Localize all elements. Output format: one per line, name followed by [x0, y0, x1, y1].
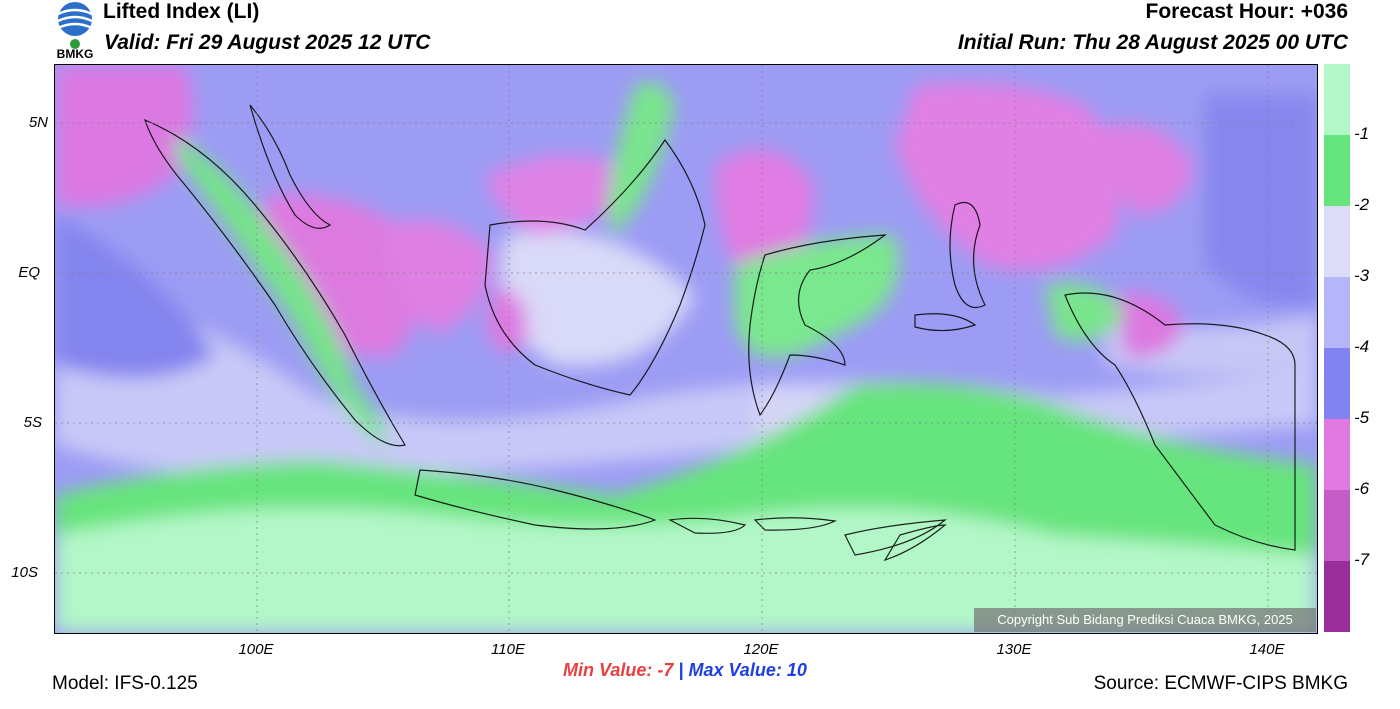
colorbar-label: -2: [1354, 195, 1370, 214]
lon-label-110e: 110E: [491, 641, 525, 658]
colorbar: [1324, 64, 1350, 632]
colorbar-label: -5: [1354, 408, 1370, 427]
lat-label-eq: EQ: [18, 264, 40, 281]
colorbar-segment: [1324, 419, 1350, 491]
model-name: Model: IFS-0.125: [52, 673, 198, 694]
colorbar-label: -1: [1354, 124, 1370, 143]
data-source: Source: ECMWF-CIPS BMKG: [1093, 673, 1348, 694]
max-value: 10: [786, 660, 807, 680]
min-value: -7: [657, 660, 674, 680]
lon-label-100e: 100E: [238, 641, 274, 658]
lat-label-5n: 5N: [28, 114, 48, 131]
min-value-label: Min Value:: [563, 660, 653, 680]
lon-label-120e: 120E: [743, 641, 779, 658]
colorbar-segment: [1324, 135, 1350, 207]
colorbar-segment: [1324, 206, 1350, 278]
colorbar-label: -6: [1354, 479, 1370, 498]
colorbar-label: -4: [1354, 337, 1370, 356]
logo-text: BMKG: [57, 47, 94, 60]
colorbar-segment: [1324, 348, 1350, 420]
lon-label-130e: 130E: [996, 641, 1032, 658]
lat-label-5s: 5S: [23, 414, 42, 431]
forecast-hour: Forecast Hour: +036: [1145, 0, 1349, 23]
colorbar-label: -7: [1354, 550, 1370, 569]
colorbar-segment: [1324, 561, 1350, 632]
min-max-separator: |: [678, 660, 684, 680]
min-max-readout: Min Value: -7 | Max Value: 10: [563, 660, 807, 681]
lon-label-140e: 140E: [1249, 641, 1285, 658]
chart-title: Lifted Index (LI): [103, 0, 260, 23]
copyright-notice: Copyright Sub Bidang Prediksi Cuaca BMKG…: [974, 608, 1316, 632]
colorbar-label: -3: [1354, 266, 1370, 285]
colorbar-segment: [1324, 64, 1350, 136]
bmkg-logo: BMKG: [57, 2, 94, 60]
max-value-label: Max Value:: [688, 660, 782, 680]
colorbar-segment: [1324, 277, 1350, 349]
lifted-index-map: [54, 64, 1318, 634]
lat-label-10s: 10S: [11, 564, 38, 581]
valid-time: Valid: Fri 29 August 2025 12 UTC: [104, 31, 431, 54]
initial-run: Initial Run: Thu 28 August 2025 00 UTC: [957, 31, 1348, 54]
colorbar-segment: [1324, 490, 1350, 562]
